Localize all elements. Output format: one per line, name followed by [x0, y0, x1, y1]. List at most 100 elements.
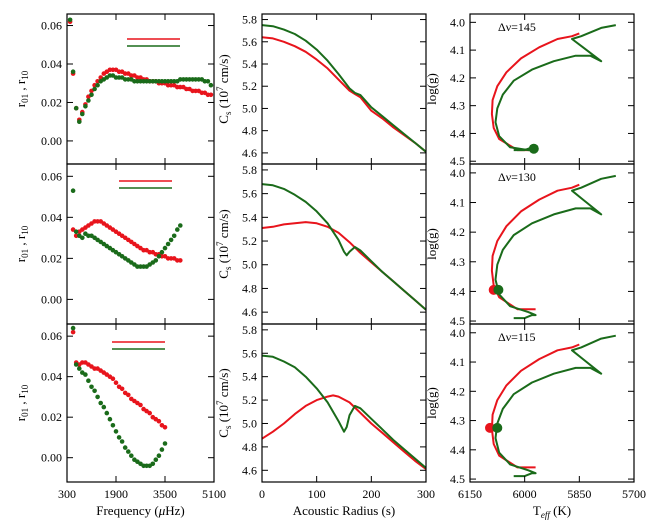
ratios-c-ylabel: r01 , r10: [13, 384, 30, 421]
ratios-c-red-point: [156, 418, 162, 424]
xlabel-mu: μ: [158, 503, 166, 518]
ratios-c-green-point: [119, 439, 125, 444]
ylabel-sub: s: [223, 111, 233, 115]
ylabel-sub: s: [223, 425, 233, 429]
ratios-b-data: [70, 188, 183, 269]
ratios-a-green-point: [92, 86, 97, 92]
xlabel-end: (K): [550, 503, 571, 518]
ratios-b-green-point: [168, 237, 174, 243]
ratios-c-red-point: [113, 380, 119, 386]
cs-b-panel: 4.6 4.8 5.0 5.2 5.4 5.6 5.8 Cs (107 cm/s): [215, 163, 427, 325]
ratios-c-green-point: [153, 457, 159, 463]
ratios-c-green-point: [129, 453, 134, 459]
ylabel-sep: (10: [216, 405, 231, 426]
ratios-c-green-point: [122, 445, 128, 450]
ratios-a-panel: 0.00 0.02 0.04 0.06 r01 , r10: [13, 13, 215, 165]
x-tick-label: 6000: [513, 487, 537, 501]
cs-a-red-line: [262, 36, 426, 153]
cs-b-data: [262, 183, 426, 311]
ratios-c-green-point: [95, 394, 100, 400]
ratios-c-green-point: [110, 423, 116, 428]
y-tick-label: 0.02: [41, 251, 62, 265]
y-tick-label: 4.4: [450, 284, 465, 298]
y-tick-label: 5.6: [242, 187, 257, 201]
ylabel-main: r: [13, 102, 28, 107]
x-tick-label: 200: [362, 487, 380, 501]
x-tick-label: 300: [417, 487, 435, 501]
y-tick-label: 4.2: [450, 384, 465, 398]
y-tick-label: 4.1: [450, 196, 465, 210]
ylabel-sub: 01: [20, 249, 30, 258]
y-tick-label: 4.6: [242, 146, 257, 160]
ratios-c-red-point: [119, 386, 125, 392]
x-tick-label: 3500: [153, 487, 177, 501]
ylabel-sup: 7: [215, 241, 225, 246]
hr-c-frame: [469, 323, 635, 483]
ratios-a-red-point: [208, 92, 214, 98]
hr-c-xlabel: Teff (K): [533, 503, 571, 520]
x-tick-label: 5850: [567, 487, 591, 501]
cs-b-ylabel: Cs (107 cm/s): [215, 209, 233, 278]
ratios-a-green-point: [205, 79, 211, 84]
xlabel-main: Frequency (: [96, 503, 158, 518]
y-tick-label: 4.6: [242, 463, 257, 477]
y-tick-label: 5.6: [242, 346, 257, 360]
cs-a-ylabel: Cs (107 cm/s): [215, 54, 233, 123]
y-tick-label: 4.8: [242, 281, 257, 295]
xlabel-main: Acoustic Radius (s): [293, 503, 396, 518]
ratios-c-green-point: [77, 366, 82, 371]
ratios-a-data: [67, 17, 214, 124]
hr-b-panel: 4.0 4.1 4.2 4.3 4.4 4.5 log(g) Δν=130: [424, 163, 635, 328]
xlabel-sub: eff: [541, 510, 551, 520]
ratios-b-green-point: [80, 235, 85, 241]
x-tick-label: 5100: [202, 487, 226, 501]
ratios-c-panel: 0.00 0.02 0.04 0.06 300 1900 3500 5100 r01 , r10…: [13, 323, 226, 518]
y-tick-label: 4.4: [450, 443, 465, 457]
ylabel-main: C: [216, 429, 231, 438]
ratios-a-green-point: [208, 82, 214, 88]
ratios-c-red-point: [162, 425, 168, 430]
ylabel-sub: s: [223, 266, 233, 270]
ratios-c-green-point: [162, 441, 168, 446]
ratios-c-red-point: [126, 392, 131, 398]
cs-c-xlabel: Acoustic Radius (s): [293, 503, 396, 518]
ratios-a-green-point: [70, 69, 76, 74]
ylabel-sep: , r: [13, 393, 28, 408]
y-tick-label: 5.4: [242, 57, 257, 71]
x-tick-label: 100: [308, 487, 326, 501]
ylabel-sep: , r: [13, 234, 28, 249]
y-tick-label: 0.06: [41, 329, 62, 343]
y-tick-label: 4.5: [450, 314, 465, 328]
xlabel-end: Hz): [165, 503, 185, 518]
y-tick-label: 5.0: [242, 258, 257, 272]
ratios-c-green-point: [159, 447, 165, 452]
y-tick-label: 4.2: [450, 71, 465, 85]
hr-a-panel: 4.0 4.1 4.2 4.3 4.4 4.5 log(g) Δν=145: [424, 13, 635, 168]
ylabel-unit: cm/s): [216, 54, 231, 86]
ratios-c-green-point: [86, 378, 91, 384]
ratios-b-ylabel: r01 , r10: [13, 225, 30, 262]
hr-b-green-marker: [493, 284, 504, 295]
ratios-a-green-point: [83, 104, 88, 109]
ratios-c-green-point: [107, 416, 113, 422]
ylabel-sub: 10: [20, 384, 30, 394]
ylabel-sub: 01: [20, 408, 30, 417]
hr-a-ylabel: log(g): [424, 73, 439, 105]
y-tick-label: 4.0: [450, 326, 465, 340]
y-tick-label: 5.4: [242, 210, 257, 224]
y-tick-label: 5.4: [242, 370, 257, 384]
ylabel-main: log(g): [424, 228, 439, 260]
ratios-b-green-point: [162, 245, 168, 251]
ratios-c-red-point: [110, 376, 116, 382]
ratios-a-green-point: [95, 82, 100, 88]
y-tick-label: 0.04: [41, 210, 62, 224]
hr-a-green-line: [494, 24, 616, 152]
ratios-b-green-point: [159, 249, 165, 255]
hr-c-data: [490, 334, 616, 478]
y-tick-label: 0.02: [41, 410, 62, 424]
ratios-a-ylabel: r01 , r10: [13, 70, 30, 107]
ylabel-sub: 01: [20, 94, 30, 103]
ratios-b-red-point: [178, 258, 183, 263]
ratios-c-green-point: [116, 435, 122, 440]
